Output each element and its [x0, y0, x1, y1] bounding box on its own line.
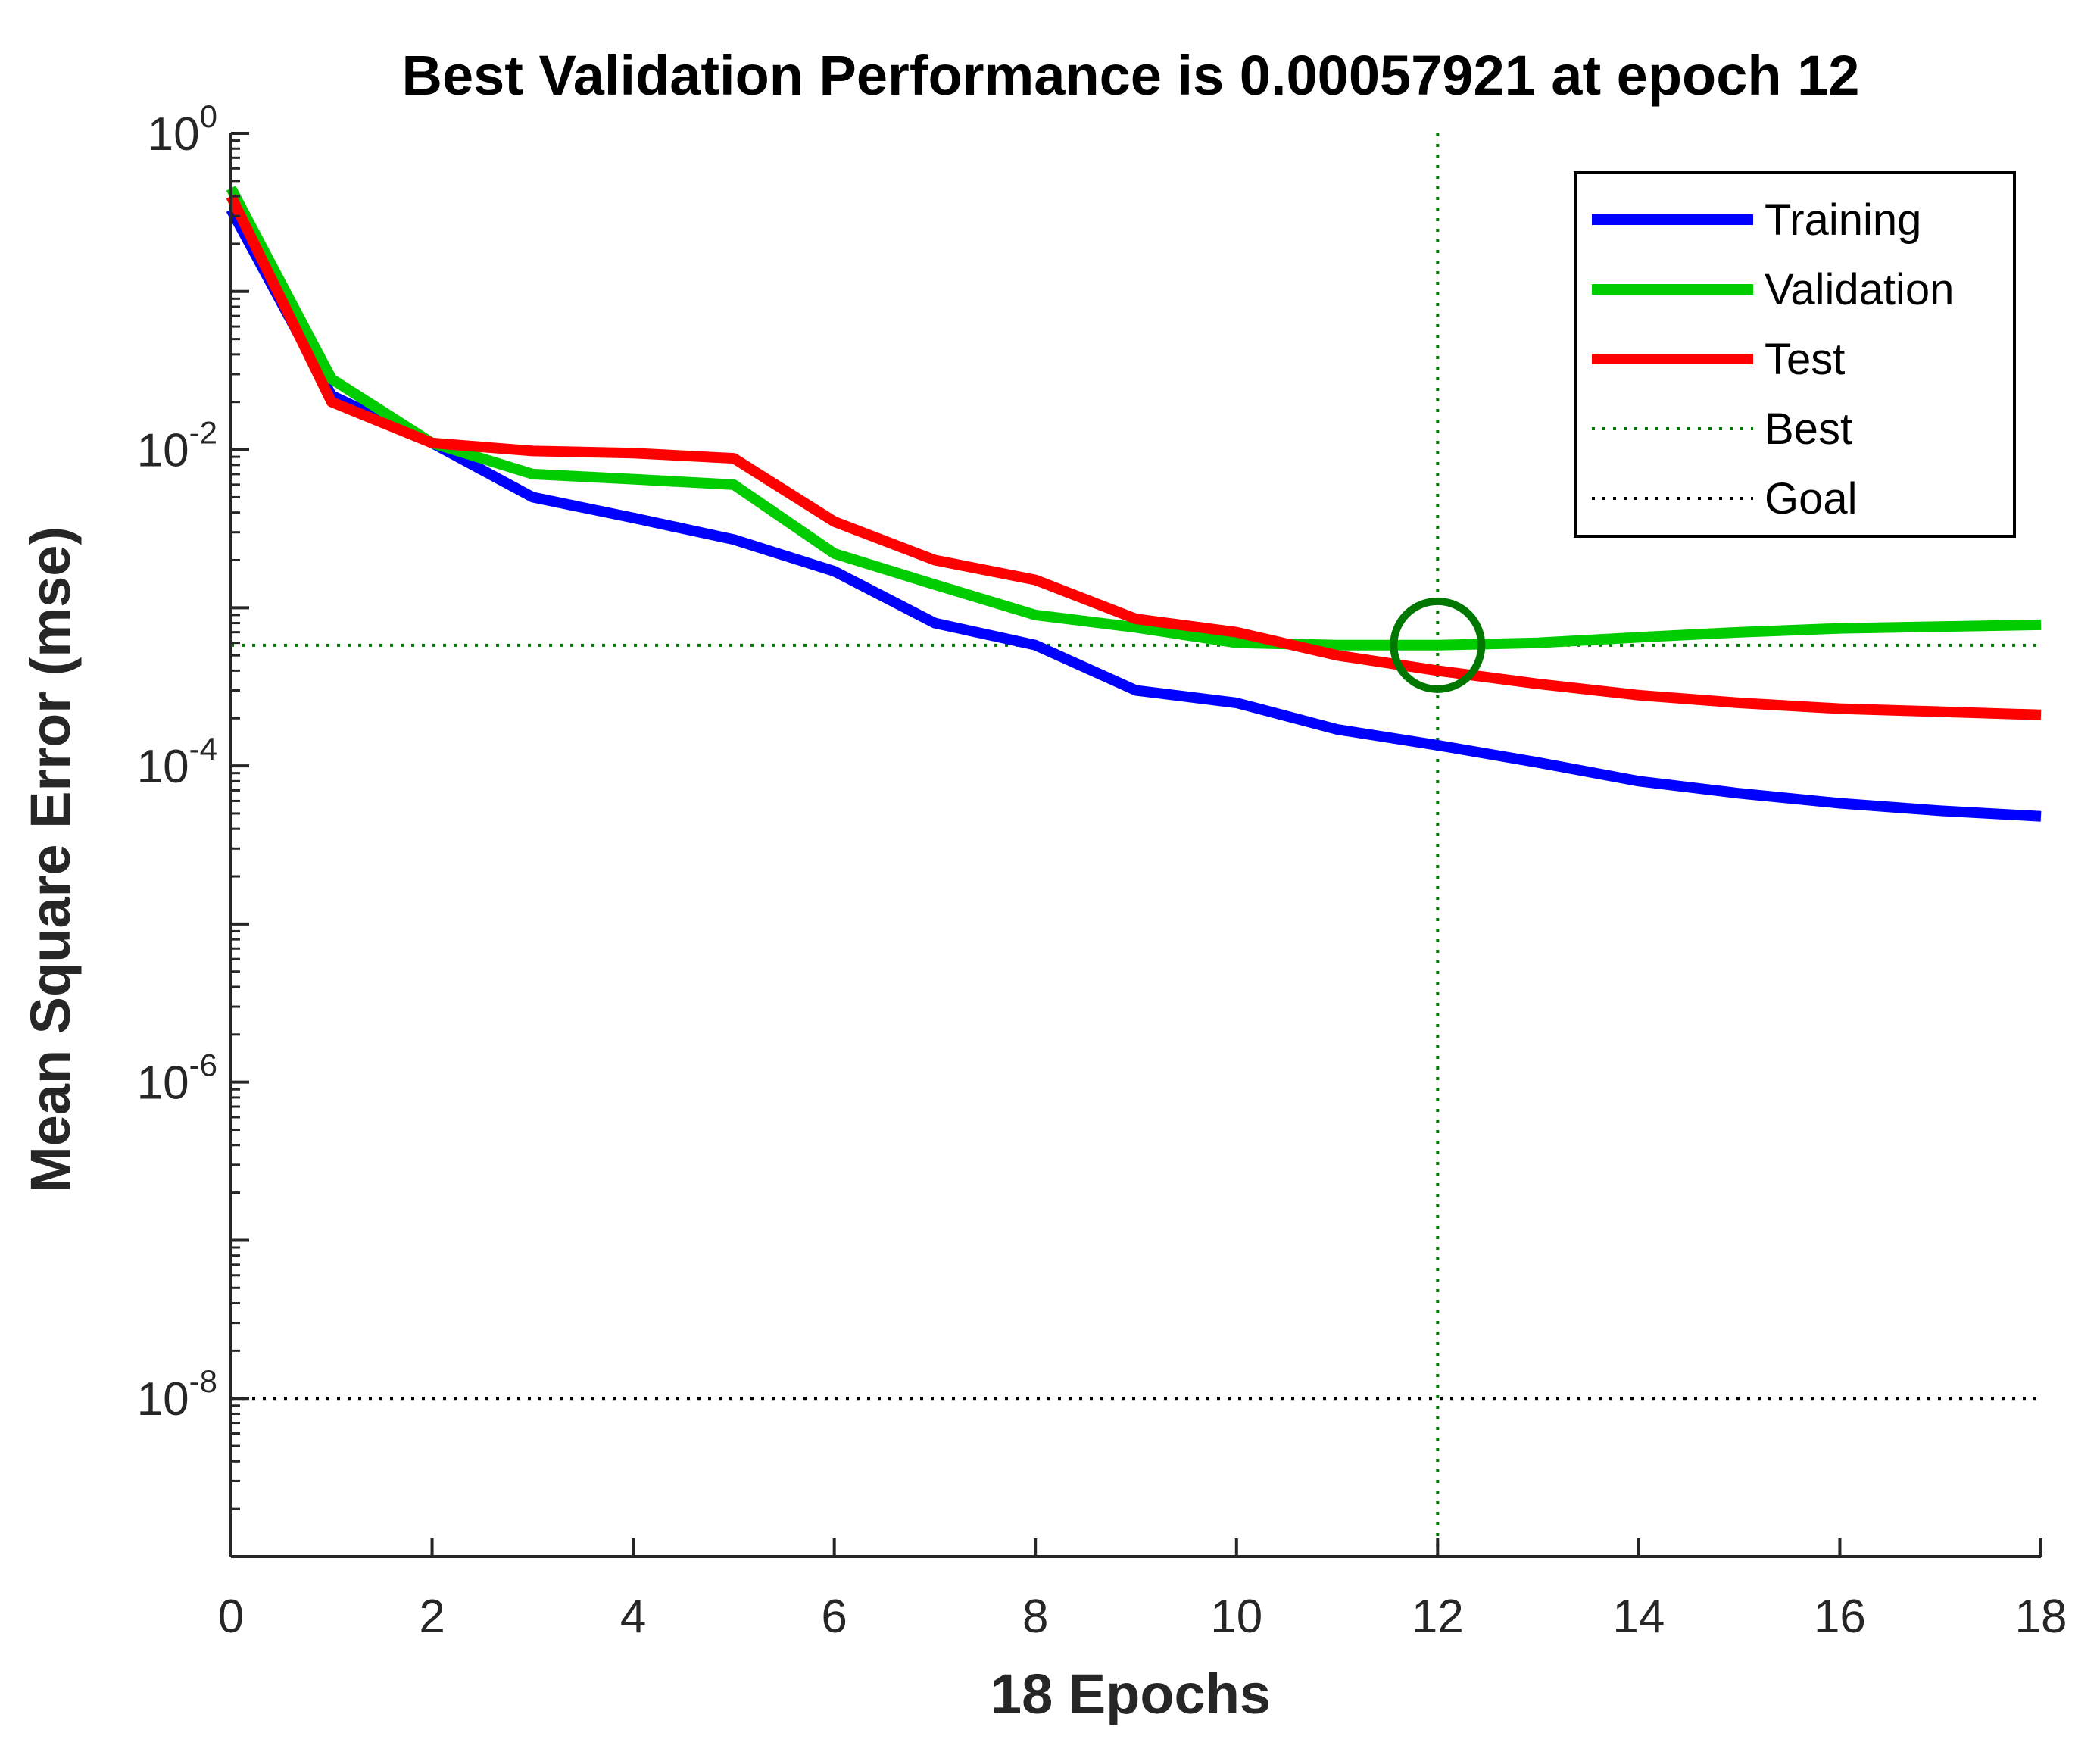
y-tick-base: 10 [137, 1373, 189, 1426]
y-tick-label: 10-6 [137, 1048, 217, 1110]
y-tick-exponent: -6 [189, 1048, 217, 1083]
legend-label-goal: Goal [1765, 474, 1858, 523]
legend-label-best: Best [1765, 404, 1852, 454]
y-tick-label: 100 [148, 98, 217, 161]
x-tick-label: 10 [1210, 1591, 1262, 1643]
y-tick-label: 10-4 [137, 731, 217, 793]
x-tick-label: 0 [218, 1591, 244, 1643]
series-training-line [226, 207, 2042, 822]
best-marker-circle [1390, 597, 1486, 693]
x-tick-label: 14 [1612, 1591, 1665, 1643]
legend-label-validation: Validation [1765, 265, 1954, 314]
x-tick-label: 4 [620, 1591, 646, 1643]
y-tick-base: 10 [137, 1057, 189, 1110]
x-tick-label: 2 [419, 1591, 445, 1643]
y-tick-label: 10-8 [137, 1363, 217, 1426]
y-tick-exponent: -8 [189, 1363, 217, 1399]
legend-label-training: Training [1765, 195, 1921, 245]
chart-title: Best Validation Performance is 0.0005792… [402, 44, 1860, 107]
y-tick-label: 10-2 [137, 415, 217, 477]
legend-box [1574, 171, 2016, 538]
series-validation-line [226, 186, 2042, 651]
x-tick-label: 12 [1412, 1591, 1464, 1643]
x-tick-label: 6 [821, 1591, 847, 1643]
y-tick-base: 10 [148, 108, 200, 161]
x-tick-label: 16 [1814, 1591, 1866, 1643]
x-tick-label: 18 [2015, 1591, 2067, 1643]
y-tick-base: 10 [137, 741, 189, 793]
legend-label-test: Test [1765, 335, 1845, 384]
y-tick-exponent: -2 [189, 415, 217, 451]
legend: Training Validation Test Best Goal [1574, 171, 2016, 538]
y-axis-label: Mean Square Error (mse) [19, 526, 82, 1193]
y-tick-base: 10 [137, 425, 189, 477]
y-tick-exponent: -4 [189, 731, 217, 767]
x-tick-label: 8 [1022, 1591, 1048, 1643]
series-test-line [226, 194, 2042, 720]
x-axis-label: 18 Epochs [991, 1663, 1271, 1725]
y-tick-exponent: 0 [200, 98, 217, 134]
